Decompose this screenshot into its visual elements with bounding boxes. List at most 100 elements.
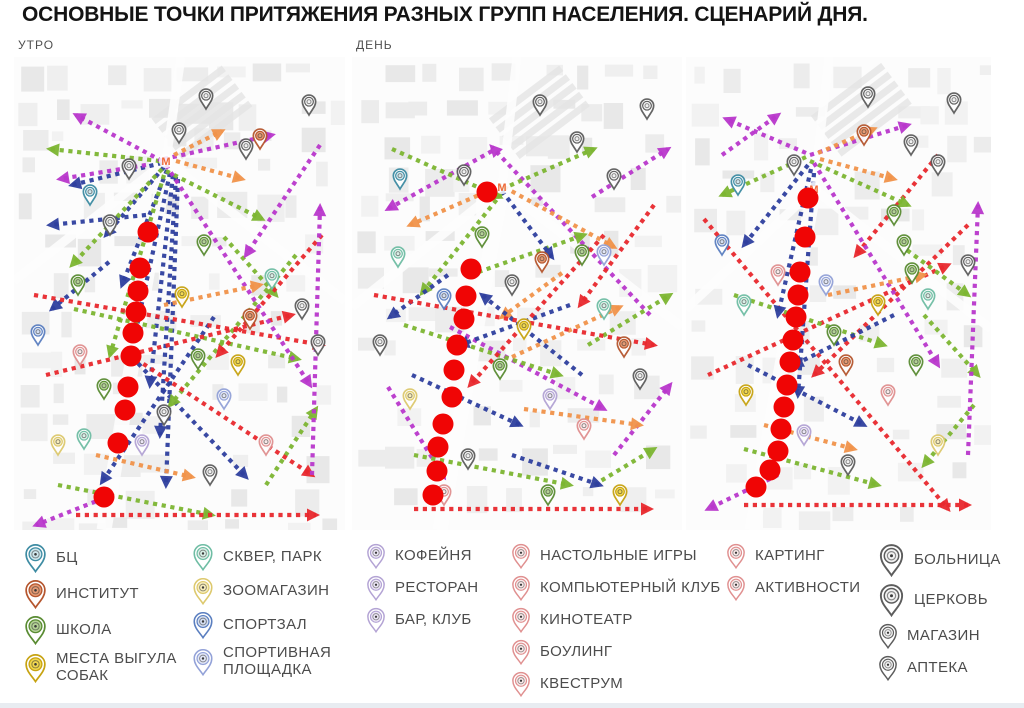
map-pin-civic bbox=[310, 334, 326, 357]
legend-label: ЗООМАГАЗИН bbox=[223, 581, 330, 599]
map-pin-civic bbox=[121, 158, 137, 181]
flag-pin-icon bbox=[727, 575, 745, 601]
map-pin-entertainment bbox=[576, 418, 592, 441]
legend-label: БОУЛИНГ bbox=[540, 642, 613, 660]
map-pin-civic bbox=[946, 92, 962, 115]
dumbbell-pin-icon bbox=[193, 611, 213, 639]
shop-pin-icon bbox=[879, 623, 897, 649]
ball-pin-icon bbox=[193, 648, 213, 676]
key-pin-icon bbox=[512, 671, 530, 697]
dice-pin-icon bbox=[512, 543, 530, 569]
map-pin-entertainment bbox=[258, 434, 274, 457]
map-pin-institute bbox=[242, 308, 258, 331]
legend-item: ИНСТИТУТ bbox=[24, 579, 182, 609]
map-third: М bbox=[686, 57, 991, 530]
map-pin-entertainment bbox=[880, 384, 896, 407]
map-pin-institute bbox=[838, 354, 854, 377]
map-pin-civic bbox=[606, 168, 622, 191]
city-map-canvas: М bbox=[352, 57, 682, 530]
legend-label: ЦЕРКОВЬ bbox=[914, 590, 988, 608]
map-pin-institute bbox=[616, 336, 632, 359]
metro-station-icon: М bbox=[159, 154, 173, 168]
graduation-cap-pin-icon bbox=[25, 616, 46, 645]
map-pin-school bbox=[908, 354, 924, 377]
map-pin-sportground bbox=[818, 274, 834, 297]
svg-text:М: М bbox=[161, 156, 170, 168]
map-pin-school bbox=[196, 234, 212, 257]
map-pin-civic bbox=[198, 88, 214, 111]
page-title: ОСНОВНЫЕ ТОЧКИ ПРИТЯЖЕНИЯ РАЗНЫХ ГРУПП Н… bbox=[22, 3, 868, 26]
map-pin-school bbox=[190, 348, 206, 371]
map-pin-dog bbox=[612, 484, 628, 507]
legend-item: РЕСТОРАН bbox=[366, 575, 506, 601]
map-pin-cafe bbox=[542, 388, 558, 411]
map-pin-school bbox=[474, 226, 490, 249]
map-pin-civic bbox=[372, 334, 388, 357]
panel-label-morning: УТРО bbox=[18, 38, 55, 52]
map-pin-civic bbox=[960, 254, 976, 277]
legend-label: КВЕСТРУМ bbox=[540, 674, 624, 692]
city-map-canvas: М bbox=[686, 57, 991, 530]
kart-pin-icon bbox=[727, 543, 745, 569]
map-pin-institute bbox=[856, 124, 872, 147]
map-pin-civic bbox=[456, 164, 472, 187]
legend-label: МАГАЗИН bbox=[907, 626, 980, 644]
legend-column-6: БОЛЬНИЦА ЦЕРКОВЬ МАГАЗИН АПТЕКА bbox=[878, 543, 1024, 687]
map-pin-gym bbox=[714, 234, 730, 257]
panel-label-day: ДЕНЬ bbox=[356, 38, 393, 52]
map-pin-dog bbox=[516, 318, 532, 341]
map-pin-sportground bbox=[216, 388, 232, 411]
map-pin-civic bbox=[639, 98, 655, 121]
map-pin-school bbox=[70, 274, 86, 297]
legend-item: МЕСТА ВЫГУЛА СОБАК bbox=[24, 650, 182, 685]
map-pin-institute bbox=[252, 128, 268, 151]
briefcase-pin-icon bbox=[25, 544, 46, 573]
map-pin-civic bbox=[238, 138, 254, 161]
map-pin-park bbox=[736, 294, 752, 317]
map-pin-school bbox=[896, 234, 912, 257]
city-map-canvas: М bbox=[14, 57, 345, 530]
legend-label: БОЛЬНИЦА bbox=[914, 550, 1001, 568]
map-pin-park bbox=[264, 268, 280, 291]
legend-item: БЦ bbox=[24, 543, 182, 573]
legend-column-1: БЦ ИНСТИТУТ ШКОЛА МЕСТА ВЫГУЛА СОБАК bbox=[24, 543, 182, 691]
map-pin-civic bbox=[840, 454, 856, 477]
legend-item: КОМПЬЮТЕРНЫЙ КЛУБ bbox=[511, 575, 729, 601]
bowling-pin-icon bbox=[512, 639, 530, 665]
legend-column-5: КАРТИНГ АКТИВНОСТИ bbox=[726, 543, 884, 607]
map-panel-third: М bbox=[686, 38, 991, 530]
legend-label: КОМПЬЮТЕРНЫЙ КЛУБ bbox=[540, 578, 721, 596]
paw-pin-icon bbox=[193, 577, 213, 605]
legend-column-4: НАСТОЛЬНЫЕ ИГРЫ КОМПЬЮТЕРНЫЙ КЛУБ КИНОТЕАТ… bbox=[511, 543, 729, 703]
map-pin-civic bbox=[171, 122, 187, 145]
legend-label: РЕСТОРАН bbox=[395, 578, 479, 596]
map-pin-dog bbox=[870, 294, 886, 317]
pharmacy-cross-pin-icon bbox=[879, 655, 897, 681]
map-pin-civic bbox=[156, 404, 172, 427]
red-dot-chain bbox=[745, 187, 819, 498]
map-pin-park bbox=[390, 246, 406, 269]
map-pin-bc bbox=[730, 174, 746, 197]
map-pin-school bbox=[492, 358, 508, 381]
map-pin-civic bbox=[202, 464, 218, 487]
legend-item: КВЕСТРУМ bbox=[511, 671, 729, 697]
map-pin-cafe bbox=[134, 434, 150, 457]
gamepad-pin-icon bbox=[512, 575, 530, 601]
legend-label: СПОРТЗАЛ bbox=[223, 615, 308, 633]
legend-label: БАР, КЛУБ bbox=[395, 610, 472, 628]
legend-label: СКВЕР, ПАРК bbox=[223, 547, 323, 565]
legend-item: МАГАЗИН bbox=[878, 623, 1024, 649]
map-pin-school bbox=[574, 244, 590, 267]
map-pin-entertainment bbox=[770, 264, 786, 287]
tree-pin-icon bbox=[193, 543, 213, 571]
map-pin-civic bbox=[569, 131, 585, 154]
map-pin-civic bbox=[532, 94, 548, 117]
map-pin-school bbox=[904, 262, 920, 285]
map-pin-dog bbox=[174, 286, 190, 309]
legend-label: БЦ bbox=[56, 548, 78, 566]
graduation-cap-pin-icon bbox=[25, 580, 46, 609]
legend-label: СПОРТИВНАЯ ПЛОЩАДКА bbox=[223, 644, 332, 678]
legend-item: БОЛЬНИЦА bbox=[878, 543, 1024, 577]
legend-item: ЗООМАГАЗИН bbox=[192, 577, 360, 605]
